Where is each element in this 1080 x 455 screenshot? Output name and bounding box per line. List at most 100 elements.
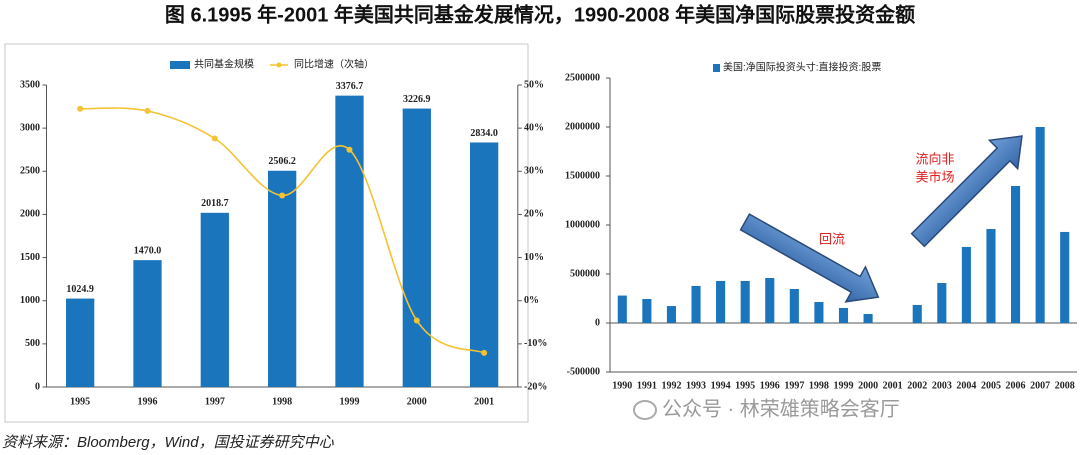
- x-tick-label: 1995: [70, 396, 90, 407]
- y-tick-label: 1500: [20, 252, 40, 263]
- x-tick-label: 1996: [137, 396, 157, 407]
- x-tick-label: 1993: [686, 380, 706, 391]
- bar: [402, 108, 431, 387]
- annotation: 回流: [819, 231, 845, 246]
- y2-tick-label: 40%: [524, 122, 544, 133]
- x-tick-label: 2000: [407, 396, 427, 407]
- annotation: 流向非: [915, 151, 954, 166]
- y-tick-label: 0: [35, 381, 40, 392]
- x-tick-label: 2000: [858, 380, 878, 391]
- x-tick-label: 1996: [760, 380, 780, 391]
- line-marker: [481, 349, 488, 356]
- y-tick-label: 1500000: [565, 170, 600, 181]
- legend-swatch: [170, 61, 190, 69]
- x-tick-label: 1991: [637, 380, 657, 391]
- x-tick-label: 1995: [735, 380, 755, 391]
- legend-swatch: [276, 62, 282, 68]
- x-tick-label: 1994: [711, 380, 731, 391]
- x-tick-label: 1997: [784, 380, 804, 391]
- y2-tick-label: 50%: [524, 79, 544, 90]
- bar: [912, 304, 922, 323]
- legend-label: 美国:净国际投资头寸:直接投资:股票: [723, 61, 881, 74]
- x-tick-label: 2003: [932, 380, 952, 391]
- x-tick-label: 1990: [612, 380, 632, 391]
- value-label: 2834.0: [470, 128, 498, 139]
- y-tick-label: 3000: [20, 122, 40, 133]
- line-marker: [346, 146, 353, 153]
- x-tick-label: 2001: [474, 396, 494, 407]
- arrow: [739, 213, 880, 303]
- y2-tick-label: 30%: [524, 166, 544, 177]
- x-tick-label: 1998: [272, 396, 292, 407]
- legend-label: 同比增速（次轴）: [294, 58, 374, 71]
- y-tick-label: 2500000: [565, 72, 600, 83]
- bar: [66, 298, 95, 387]
- line-marker: [279, 192, 286, 199]
- x-tick-label: 1992: [661, 380, 681, 391]
- bar: [335, 95, 364, 387]
- line-marker: [144, 107, 151, 114]
- x-tick-label: 2007: [1030, 380, 1050, 391]
- bar: [740, 280, 750, 323]
- bar: [961, 246, 971, 323]
- bar: [1035, 127, 1045, 323]
- bar: [789, 288, 799, 323]
- value-label: 2506.2: [268, 156, 296, 167]
- page-title: 图 6.1995 年-2001 年美国共同基金发展情况，1990-2008 年美…: [165, 2, 915, 26]
- value-label: 1470.0: [134, 245, 162, 256]
- bar: [691, 285, 701, 323]
- bar: [469, 142, 499, 387]
- bar: [666, 306, 676, 323]
- value-label: 3376.7: [336, 81, 364, 92]
- x-tick-label: 2002: [907, 380, 927, 391]
- value-label: 3226.9: [403, 94, 431, 105]
- bar: [1011, 185, 1021, 323]
- y2-tick-label: 20%: [524, 209, 544, 220]
- bar: [133, 260, 162, 387]
- x-tick-label: 2001: [883, 380, 903, 391]
- y-tick-label: 2500: [20, 166, 40, 177]
- annotation: 美市场: [915, 169, 954, 184]
- x-tick-label: 1999: [834, 380, 854, 391]
- y2-tick-label: 0%: [524, 295, 539, 306]
- bar: [1060, 231, 1070, 323]
- x-tick-label: 2005: [981, 380, 1001, 391]
- watermark-icon: [633, 400, 657, 420]
- y-tick-label: 2000: [20, 209, 40, 220]
- x-tick-label: 2004: [956, 380, 976, 391]
- y-tick-label: 500000: [570, 268, 600, 279]
- bar: [863, 313, 873, 323]
- source-note: 资料来源：Bloomberg，Wind，国投证券研究中心: [2, 434, 335, 451]
- bar: [937, 283, 947, 323]
- legend-swatch: [713, 64, 720, 72]
- bar: [268, 170, 297, 387]
- bar: [617, 295, 627, 323]
- watermark: 公众号 · 林荣雄策略会客厅: [662, 397, 900, 420]
- y2-tick-label: -10%: [524, 338, 547, 349]
- bar: [986, 229, 996, 323]
- y-tick-label: 3500: [20, 79, 40, 90]
- x-tick-label: 1997: [205, 396, 225, 407]
- y-tick-label: 0: [595, 317, 600, 328]
- line-marker: [77, 105, 84, 112]
- y-tick-label: -500000: [567, 366, 600, 377]
- bar: [642, 298, 652, 323]
- value-label: 1024.9: [66, 284, 94, 295]
- x-tick-label: 2006: [1006, 380, 1026, 391]
- y2-tick-label: -20%: [524, 381, 547, 392]
- bar: [765, 278, 775, 323]
- line-marker: [211, 135, 218, 142]
- y-tick-label: 500: [25, 338, 40, 349]
- y-tick-label: 2000000: [565, 121, 600, 132]
- y2-tick-label: 10%: [524, 252, 544, 263]
- y-tick-label: 1000000: [565, 219, 600, 230]
- y-tick-label: 1000: [20, 295, 40, 306]
- bar: [716, 280, 726, 323]
- x-tick-label: 2008: [1055, 380, 1075, 391]
- chart-frame: [4, 43, 529, 423]
- legend-label: 共同基金规模: [194, 58, 254, 71]
- line-marker: [413, 317, 420, 324]
- x-tick-label: 1998: [809, 380, 829, 391]
- x-tick-label: 1999: [339, 396, 359, 407]
